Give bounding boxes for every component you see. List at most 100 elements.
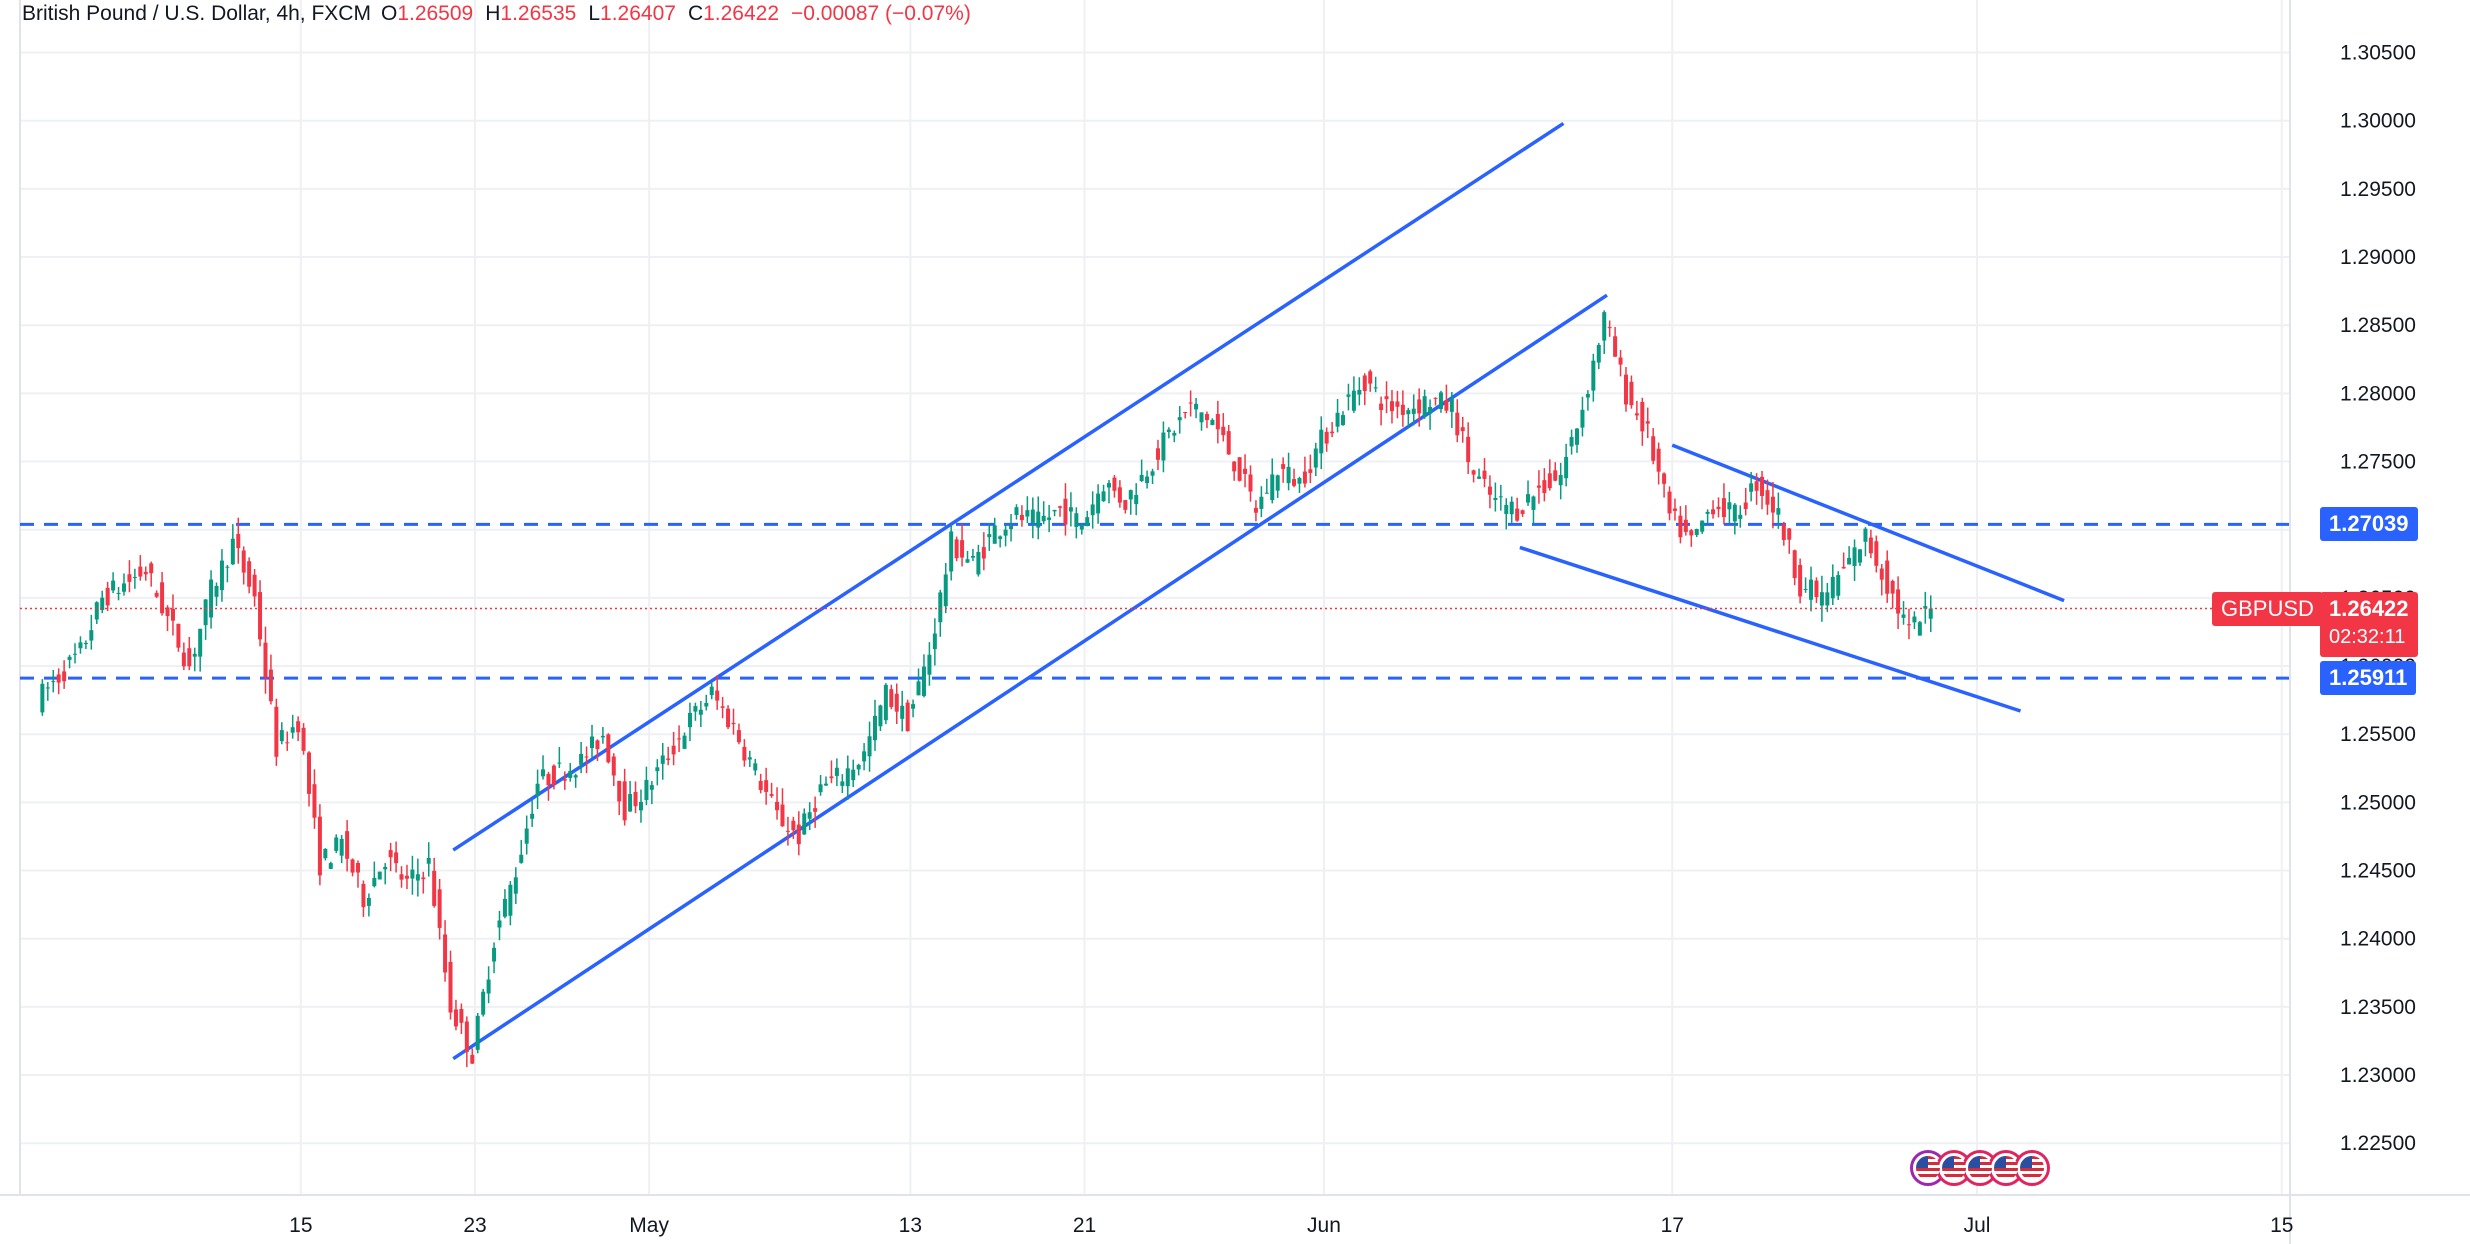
candle	[1063, 483, 1068, 536]
candle	[535, 769, 540, 810]
candle	[89, 614, 94, 650]
candle-body	[1243, 468, 1248, 474]
candle-body	[1215, 414, 1220, 430]
candle	[965, 550, 970, 563]
candle	[1428, 399, 1433, 430]
candle-body	[644, 779, 649, 801]
candle-body	[1025, 510, 1030, 517]
candle	[546, 771, 551, 801]
candle-body	[1335, 412, 1340, 427]
candle	[1727, 491, 1732, 524]
candle	[1623, 367, 1628, 412]
candle-body	[437, 889, 442, 928]
trendlines[interactable]	[452, 121, 2065, 1061]
candle	[328, 861, 333, 870]
time-axis[interactable]: 15 23 May 13 21 Jun 17 Jul 15	[0, 1194, 2470, 1237]
high-value: 1.26535	[500, 2, 577, 25]
candle-body	[1874, 541, 1879, 566]
candle-body	[105, 587, 110, 606]
candle	[486, 966, 491, 1004]
candle	[1819, 575, 1824, 622]
candle	[334, 834, 339, 854]
candle	[1253, 500, 1258, 522]
candle	[497, 910, 502, 941]
candle-body	[268, 669, 273, 702]
candle	[584, 746, 589, 774]
candle-body	[1868, 537, 1873, 554]
candle-body	[56, 674, 61, 683]
y-tick-label: 1.23000	[2340, 1064, 2416, 1087]
candle-body	[481, 991, 486, 1015]
candle	[1765, 479, 1770, 515]
candle-body	[764, 780, 769, 792]
candle-body	[236, 533, 241, 549]
candle-body	[1787, 528, 1792, 540]
candle	[165, 605, 170, 632]
candle-body	[840, 781, 845, 786]
candle	[1204, 411, 1209, 429]
candle	[1003, 523, 1008, 547]
candle	[1449, 392, 1454, 429]
candle	[258, 580, 263, 647]
candle-body	[1770, 496, 1775, 513]
candle-body	[508, 884, 513, 916]
candle	[508, 881, 513, 926]
candle	[1776, 492, 1781, 529]
candle-body	[1542, 480, 1547, 494]
candle-body	[1068, 507, 1073, 512]
candle	[1526, 480, 1531, 506]
candle-body	[1052, 509, 1057, 512]
candle-body	[551, 765, 556, 786]
candle	[94, 601, 99, 624]
candle-body	[1074, 513, 1079, 527]
candle	[889, 684, 894, 710]
candle-body	[45, 687, 50, 689]
candle-body	[317, 816, 322, 876]
candle	[1743, 487, 1748, 516]
candle-body	[1836, 575, 1841, 596]
candle	[921, 654, 926, 698]
candle	[1074, 507, 1079, 539]
candle	[1384, 381, 1389, 414]
candle	[198, 628, 203, 672]
candle-body	[1781, 523, 1786, 541]
candle	[1814, 577, 1819, 603]
candle	[1275, 474, 1280, 498]
economic-events[interactable]	[1910, 1150, 2050, 1186]
candle	[100, 590, 105, 614]
candle-body	[1281, 464, 1286, 469]
candle-body	[1879, 568, 1884, 580]
support-price-badge: 1.25911	[2320, 661, 2417, 696]
candle-body	[883, 684, 888, 721]
candle-body	[1313, 448, 1318, 468]
candle	[1564, 443, 1569, 487]
candle	[437, 878, 442, 940]
candle	[1906, 608, 1911, 640]
candle-body	[1847, 557, 1852, 565]
event-marker-icon[interactable]	[2014, 1150, 2050, 1186]
candle-body	[443, 934, 448, 973]
trendline	[1671, 443, 2065, 603]
candle	[1841, 552, 1846, 569]
candle-body	[1351, 390, 1356, 411]
candle-body	[1477, 476, 1482, 479]
candle	[290, 714, 295, 739]
candle-body	[535, 783, 540, 797]
candle	[1417, 388, 1422, 427]
candle	[704, 694, 709, 711]
candle-body	[116, 592, 121, 594]
candle	[1161, 421, 1166, 473]
candle-body	[1128, 490, 1133, 500]
candle-body	[100, 597, 105, 611]
candle	[1531, 495, 1536, 525]
candle-body	[252, 574, 257, 597]
candle	[519, 839, 524, 864]
candle-body	[1493, 497, 1498, 501]
candle-body	[715, 690, 720, 701]
candle-body	[279, 730, 284, 742]
candle	[1504, 498, 1509, 530]
candle-body	[1177, 417, 1182, 421]
candle-body	[1019, 514, 1024, 521]
candle	[404, 864, 409, 890]
